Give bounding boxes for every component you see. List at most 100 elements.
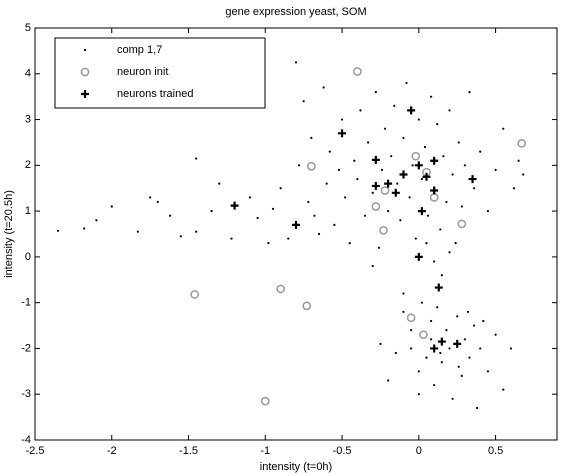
point	[344, 196, 347, 199]
legend-marker	[81, 90, 89, 98]
point	[169, 214, 172, 217]
point	[436, 123, 439, 126]
legend-label: comp 1,7	[117, 44, 162, 56]
point	[445, 200, 448, 204]
point	[379, 342, 382, 345]
point	[430, 186, 439, 195]
point	[363, 214, 367, 217]
y-tick-label: 0	[25, 251, 31, 263]
point	[457, 141, 460, 144]
point	[56, 229, 60, 232]
legend-marker	[80, 67, 90, 77]
point	[353, 159, 356, 162]
point	[463, 164, 466, 167]
point	[494, 168, 497, 172]
point	[414, 161, 423, 170]
point	[356, 177, 359, 181]
point	[439, 228, 442, 231]
y-tick-label: 1	[25, 205, 31, 217]
point	[457, 219, 467, 229]
point	[408, 196, 411, 199]
point	[328, 150, 331, 153]
point	[380, 186, 390, 195]
point	[433, 260, 436, 263]
point	[383, 127, 387, 130]
point	[384, 179, 393, 188]
point	[230, 201, 239, 210]
point	[437, 337, 446, 346]
point	[313, 214, 316, 217]
point	[402, 136, 405, 139]
point	[340, 118, 344, 121]
point	[414, 237, 417, 240]
point	[367, 141, 370, 144]
point	[379, 225, 388, 235]
point	[420, 301, 423, 304]
point	[307, 200, 310, 204]
point	[394, 351, 397, 355]
point	[377, 246, 381, 249]
point	[414, 252, 423, 261]
point	[517, 159, 520, 162]
x-tick-label: 0.5	[488, 445, 503, 457]
point	[454, 242, 457, 245]
point	[440, 274, 443, 277]
point	[110, 205, 113, 208]
point	[451, 173, 454, 176]
point	[371, 264, 374, 268]
y-tick-label: -4	[21, 434, 31, 446]
point	[425, 356, 428, 359]
point	[322, 86, 325, 89]
point	[353, 67, 362, 76]
point	[420, 177, 423, 181]
point	[430, 344, 439, 353]
point	[359, 109, 362, 112]
chart-title: gene expression yeast, SOM	[225, 6, 366, 18]
point	[448, 251, 451, 254]
point	[472, 324, 476, 327]
point	[509, 347, 513, 350]
point	[440, 361, 443, 364]
point	[430, 156, 439, 165]
point	[387, 210, 390, 213]
point	[393, 104, 396, 107]
point	[287, 237, 290, 240]
y-tick-label: 2	[25, 159, 31, 171]
point	[371, 155, 380, 164]
point	[422, 172, 431, 181]
point	[411, 164, 414, 167]
point	[407, 106, 416, 115]
point	[399, 170, 408, 179]
point	[294, 61, 298, 64]
x-axis-label: intensity (t=0h)	[260, 461, 332, 473]
point	[417, 207, 426, 216]
point	[338, 129, 347, 138]
legend-box	[54, 37, 266, 109]
point	[439, 351, 442, 355]
point	[430, 95, 433, 98]
y-tick-label: -1	[21, 297, 31, 309]
point	[502, 388, 505, 391]
point	[297, 164, 301, 167]
point	[436, 306, 439, 309]
point	[430, 319, 433, 323]
point	[442, 155, 445, 158]
point	[476, 406, 479, 410]
point	[218, 182, 221, 185]
x-tick-label: 0	[416, 445, 422, 457]
y-tick-label: -3	[21, 388, 31, 400]
point	[522, 173, 525, 176]
point	[463, 338, 466, 341]
point	[479, 347, 482, 350]
point	[307, 161, 316, 171]
point	[457, 365, 460, 368]
point	[517, 139, 527, 148]
point	[494, 333, 497, 336]
point	[453, 339, 462, 348]
point	[402, 310, 405, 313]
point	[195, 157, 198, 160]
point	[460, 205, 463, 208]
point	[337, 168, 341, 172]
point	[406, 313, 416, 323]
